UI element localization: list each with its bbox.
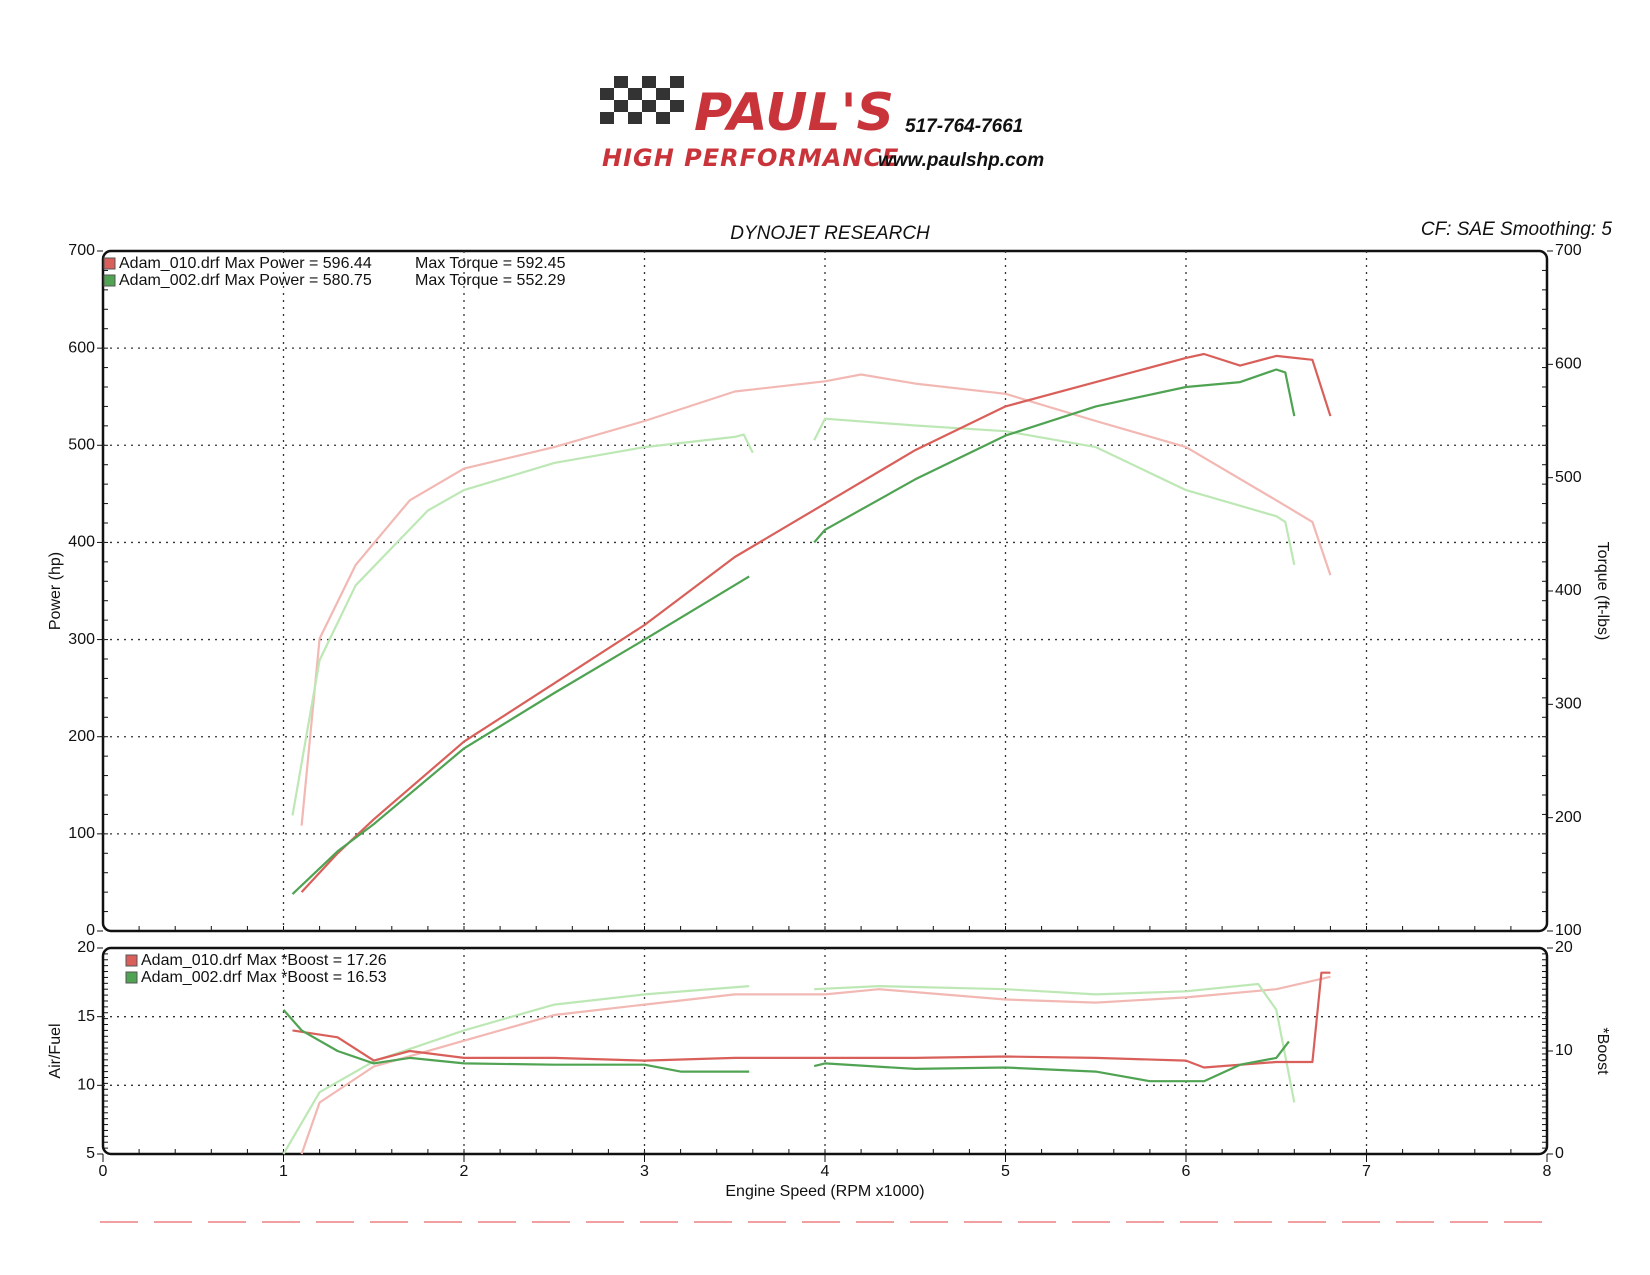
legend-stat: Max Power = 596.44 — [225, 255, 372, 272]
data-line — [282, 1009, 1290, 1083]
x-tick-label: 0 — [99, 1163, 108, 1180]
y2-axis-title: Torque (ft-lbs) — [1594, 542, 1611, 641]
legend-swatch — [103, 274, 116, 287]
x-tick-label: 8 — [1543, 1163, 1552, 1180]
y-tick-label: 10 — [77, 1077, 95, 1094]
legend-entry: Adam_002.drf Max Power = 580.75 Max Torque… — [119, 272, 566, 289]
data-line — [300, 352, 1332, 893]
legend-name: Adam_002.drf — [141, 969, 242, 986]
x-tick-label: 6 — [1182, 1163, 1191, 1180]
y-axis-title: Power (hp) — [47, 552, 64, 630]
y-tick-label: 600 — [68, 339, 95, 356]
y2-tick-label: 400 — [1555, 582, 1582, 599]
legend-stat: Max Torque = 552.29 — [415, 272, 566, 289]
legend-stat: Max Torque = 592.45 — [415, 255, 566, 272]
y2-tick-label: 200 — [1555, 809, 1582, 826]
y2-tick-label: 0 — [1555, 1145, 1564, 1162]
tagline: HIGH PERFORMANCE — [602, 144, 899, 172]
legend-stat: Max *Boost = 17.26 — [247, 952, 387, 969]
y-tick-label: 700 — [68, 242, 95, 259]
chart-title: DYNOJET RESEARCH — [730, 223, 930, 244]
y2-axis-title: *Boost — [1594, 1027, 1611, 1075]
x-tick-label: 3 — [640, 1163, 649, 1180]
legend-name: Adam_010.drf — [119, 255, 220, 272]
y2-tick-label: 100 — [1555, 922, 1582, 939]
y-tick-label: 5 — [86, 1145, 95, 1162]
website: www.paulshp.com — [878, 150, 1044, 171]
logo: PAUL'S HIGH PERFORMANCE 517-764-7661 www… — [600, 76, 1044, 172]
legend-entry: Adam_010.drf Max Power = 596.44 Max Torque… — [119, 255, 566, 272]
legend-stat: Max Power = 580.75 — [225, 272, 372, 289]
x-tick-label: 5 — [1001, 1163, 1010, 1180]
x-tick-label: 1 — [279, 1163, 288, 1180]
data-line — [291, 368, 1296, 895]
y2-tick-label: 500 — [1555, 469, 1582, 486]
x-tick-label: 2 — [460, 1163, 469, 1180]
x-tick-label: 7 — [1362, 1163, 1371, 1180]
chart-subtitle: CF: SAE Smoothing: 5 — [1421, 219, 1613, 240]
legend-swatch — [125, 971, 138, 984]
legend-entry: Adam_002.drf Max *Boost = 16.53 — [141, 969, 387, 986]
y-tick-label: 200 — [68, 728, 95, 745]
brand: PAUL'S — [694, 83, 894, 143]
legend-stat: Max *Boost = 16.53 — [247, 969, 387, 986]
legend-entry: Adam_010.drf Max *Boost = 17.26 — [141, 952, 387, 969]
phone: 517-764-7661 — [905, 116, 1023, 137]
x-axis-title: Engine Speed (RPM x1000) — [725, 1183, 924, 1200]
y-tick-label: 300 — [68, 631, 95, 648]
y-tick-label: 15 — [77, 1008, 95, 1025]
y-tick-label: 0 — [86, 922, 95, 939]
data-line — [291, 417, 1296, 816]
legend-name: Adam_010.drf — [141, 952, 242, 969]
y2-tick-label: 10 — [1555, 1042, 1573, 1059]
y-tick-label: 20 — [77, 939, 95, 956]
legend-swatch — [103, 257, 116, 270]
y-tick-label: 100 — [68, 825, 95, 842]
y-tick-label: 400 — [68, 534, 95, 551]
y2-tick-label: 700 — [1555, 242, 1582, 259]
y2-tick-label: 20 — [1555, 939, 1573, 956]
y2-tick-label: 600 — [1555, 356, 1582, 373]
legend-name: Adam_002.drf — [119, 272, 220, 289]
y-tick-label: 500 — [68, 437, 95, 454]
data-line — [292, 971, 1331, 1069]
data-line — [300, 373, 1332, 826]
y-axis-title: Air/Fuel — [47, 1023, 64, 1078]
y2-tick-label: 300 — [1555, 696, 1582, 713]
x-tick-label: 4 — [821, 1163, 830, 1180]
legend-swatch — [125, 954, 138, 967]
plot-frame — [101, 249, 1549, 933]
data-line — [282, 982, 1296, 1155]
